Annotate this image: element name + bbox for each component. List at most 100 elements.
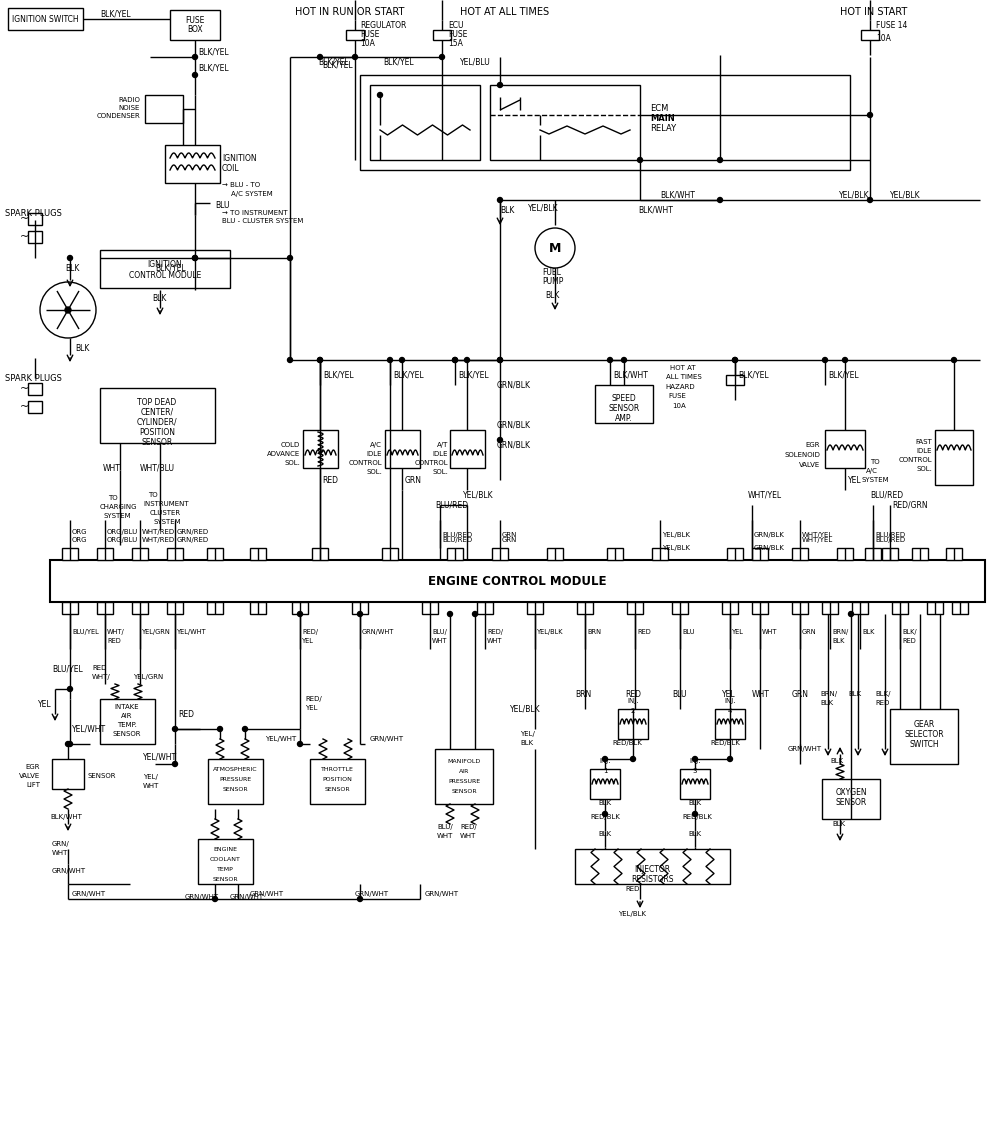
Text: WHT: WHT bbox=[460, 833, 476, 839]
Bar bbox=[167, 548, 183, 560]
Bar bbox=[208, 758, 263, 804]
Text: WHT: WHT bbox=[437, 833, 453, 839]
Text: RED/BLK: RED/BLK bbox=[590, 813, 620, 820]
Circle shape bbox=[631, 756, 636, 762]
Text: BLK/YEL: BLK/YEL bbox=[100, 9, 131, 18]
Circle shape bbox=[192, 256, 198, 260]
Text: SENSOR: SENSOR bbox=[212, 876, 238, 882]
Text: BLU/RED: BLU/RED bbox=[875, 532, 905, 539]
Text: HOT AT: HOT AT bbox=[670, 365, 696, 371]
Text: ALL TIMES: ALL TIMES bbox=[666, 374, 702, 380]
Circle shape bbox=[66, 742, 70, 746]
Text: YEL/BLK: YEL/BLK bbox=[528, 203, 559, 212]
Circle shape bbox=[868, 112, 872, 118]
Bar bbox=[652, 548, 668, 560]
Bar bbox=[170, 10, 220, 40]
Text: BLK/WHT: BLK/WHT bbox=[638, 205, 673, 214]
Text: OXYGEN: OXYGEN bbox=[835, 788, 867, 797]
Circle shape bbox=[378, 92, 382, 98]
Bar bbox=[837, 548, 853, 560]
Text: GRN/BLK: GRN/BLK bbox=[754, 545, 785, 551]
Text: BOX: BOX bbox=[187, 25, 203, 34]
Circle shape bbox=[622, 358, 626, 362]
Text: YEL/BLK: YEL/BLK bbox=[510, 705, 541, 714]
Text: SENSOR: SENSOR bbox=[113, 732, 141, 737]
Text: VALVE: VALVE bbox=[799, 462, 820, 468]
Text: SENSOR: SENSOR bbox=[222, 787, 248, 791]
Bar bbox=[198, 839, 253, 884]
Text: BLK: BLK bbox=[598, 831, 611, 837]
Text: TO: TO bbox=[148, 493, 158, 498]
Text: FUSE: FUSE bbox=[185, 16, 205, 25]
Text: GRN: GRN bbox=[502, 532, 517, 539]
Bar bbox=[715, 709, 745, 739]
Text: WHT: WHT bbox=[143, 783, 159, 789]
Text: GRN/RED: GRN/RED bbox=[177, 528, 209, 535]
Text: BLK/WHT: BLK/WHT bbox=[660, 191, 695, 200]
Bar bbox=[422, 603, 438, 614]
Circle shape bbox=[173, 727, 178, 732]
Bar bbox=[97, 603, 113, 614]
Text: YEL/BLK: YEL/BLK bbox=[890, 191, 921, 200]
Text: PUMP: PUMP bbox=[542, 276, 563, 285]
Text: INJ.: INJ. bbox=[689, 758, 701, 764]
Text: POSITION: POSITION bbox=[139, 427, 175, 436]
Text: WHT/BLU: WHT/BLU bbox=[140, 463, 175, 472]
Text: YEL/WHT: YEL/WHT bbox=[265, 736, 296, 742]
Text: FAST: FAST bbox=[915, 439, 932, 445]
Bar bbox=[492, 548, 508, 560]
Text: YEL/BLK: YEL/BLK bbox=[618, 911, 646, 917]
Text: BLK: BLK bbox=[832, 638, 844, 644]
Text: VALVE: VALVE bbox=[19, 773, 40, 779]
Text: ~: ~ bbox=[20, 232, 29, 242]
Bar bbox=[346, 30, 364, 40]
Circle shape bbox=[692, 811, 698, 817]
Text: AIR: AIR bbox=[121, 712, 133, 719]
Bar bbox=[100, 388, 215, 443]
Text: BLK: BLK bbox=[830, 758, 843, 764]
Text: ORG: ORG bbox=[72, 528, 88, 535]
Text: NOISE: NOISE bbox=[119, 105, 140, 111]
Text: IDLE: IDLE bbox=[366, 451, 382, 457]
Text: YEL/GRN: YEL/GRN bbox=[133, 674, 163, 680]
Text: BLU/YEL: BLU/YEL bbox=[52, 664, 83, 673]
Text: WHT: WHT bbox=[432, 638, 448, 644]
Text: BLK/YEL: BLK/YEL bbox=[393, 370, 424, 379]
Text: YEL/WHT: YEL/WHT bbox=[143, 753, 177, 762]
Text: ORG/BLU: ORG/BLU bbox=[107, 528, 138, 535]
Text: WHT: WHT bbox=[487, 638, 503, 644]
Text: RED/: RED/ bbox=[305, 696, 322, 702]
Text: SYSTEM: SYSTEM bbox=[862, 477, 890, 482]
Text: WHT/: WHT/ bbox=[92, 674, 111, 680]
Text: RED/BLK: RED/BLK bbox=[612, 741, 642, 746]
Text: BRN/: BRN/ bbox=[820, 691, 837, 697]
Text: INSTRUMENT: INSTRUMENT bbox=[143, 502, 189, 507]
Text: → BLU - TO: → BLU - TO bbox=[222, 182, 260, 188]
Text: YEL: YEL bbox=[848, 476, 862, 485]
Circle shape bbox=[692, 756, 698, 762]
Circle shape bbox=[602, 811, 608, 817]
Text: BLK: BLK bbox=[65, 264, 79, 273]
Text: BLU/: BLU/ bbox=[432, 629, 447, 635]
Text: BLK/YEL: BLK/YEL bbox=[198, 64, 229, 73]
Bar bbox=[145, 95, 183, 123]
Bar bbox=[946, 548, 962, 560]
Text: CONTROL: CONTROL bbox=[898, 457, 932, 463]
Bar bbox=[310, 758, 365, 804]
Text: INJ.: INJ. bbox=[599, 758, 611, 764]
Text: SELECTOR: SELECTOR bbox=[904, 729, 944, 738]
Bar bbox=[165, 145, 220, 183]
Text: BRN/: BRN/ bbox=[832, 629, 848, 635]
Text: BLK: BLK bbox=[862, 629, 874, 635]
Text: HAZARD: HAZARD bbox=[665, 384, 695, 390]
Text: GRN/RED: GRN/RED bbox=[177, 537, 209, 543]
Text: ENGINE CONTROL MODULE: ENGINE CONTROL MODULE bbox=[428, 574, 607, 588]
Circle shape bbox=[318, 55, 322, 59]
Text: REGULATOR: REGULATOR bbox=[360, 20, 406, 29]
Text: A/C SYSTEM: A/C SYSTEM bbox=[222, 191, 273, 197]
Bar bbox=[527, 603, 543, 614]
Bar bbox=[100, 699, 155, 744]
Text: HOT IN RUN OR START: HOT IN RUN OR START bbox=[295, 7, 404, 17]
Text: BLK: BLK bbox=[75, 343, 89, 352]
Text: CONDENSER: CONDENSER bbox=[96, 113, 140, 119]
